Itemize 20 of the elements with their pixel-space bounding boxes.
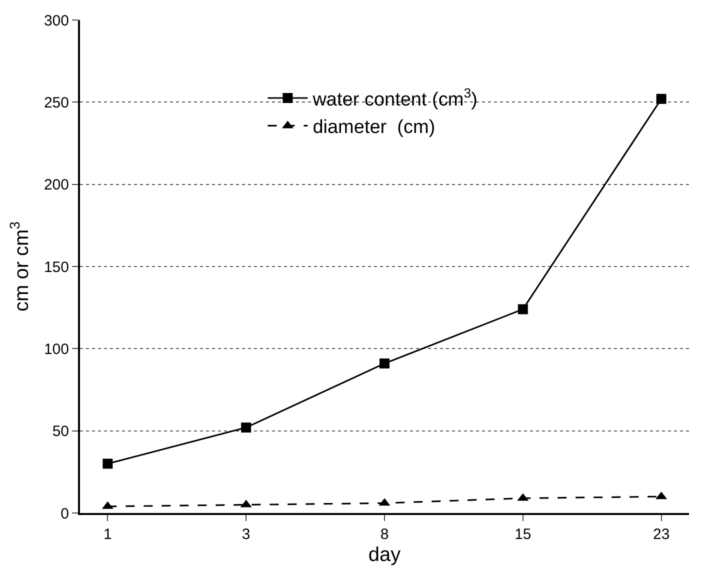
point <box>380 358 390 368</box>
y-tick-label: 100 <box>44 340 69 358</box>
y-tick-label: 150 <box>44 258 69 276</box>
y-tick-label: 300 <box>44 12 69 30</box>
y-tick-label: 0 <box>60 505 69 522</box>
x-tick-label: 3 <box>242 526 250 543</box>
x-tick-label: 15 <box>514 526 532 543</box>
y-tick-label: 50 <box>52 423 69 440</box>
legend-label: water content (cm$^{3}$) <box>312 85 478 110</box>
x-tick-label: 1 <box>104 526 112 543</box>
x-tick-label: 8 <box>380 526 389 543</box>
y-tick-label: 200 <box>44 176 69 194</box>
point <box>102 458 113 469</box>
x-tick-label: 23 <box>652 526 670 543</box>
point <box>656 94 666 104</box>
point <box>241 422 252 433</box>
legend-label: diameter (cm) <box>312 117 436 138</box>
point <box>518 304 528 314</box>
x-axis-title: day <box>368 544 401 566</box>
y-tick-label: 250 <box>44 94 69 112</box>
